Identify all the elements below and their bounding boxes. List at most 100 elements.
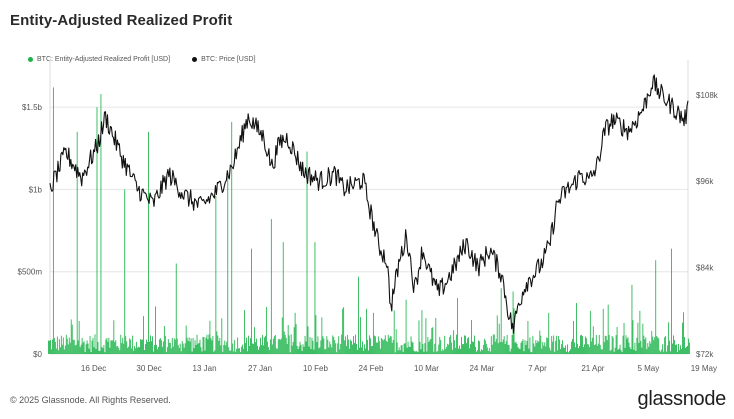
profit-bar [565, 345, 566, 354]
profit-bar [527, 321, 529, 354]
profit-bar [380, 338, 382, 354]
profit-bar [333, 336, 335, 354]
legend-item-price[interactable]: BTC: Price [USD] [192, 56, 256, 63]
profit-bar [275, 348, 277, 354]
profit-bar [234, 340, 236, 354]
profit-bar [640, 340, 642, 354]
profit-bar [479, 351, 481, 354]
profit-bar [87, 343, 89, 354]
profit-bar [588, 347, 590, 354]
profit-bar [667, 345, 669, 354]
y-right-tick-label: $84k [696, 264, 714, 273]
profit-bar [224, 340, 226, 354]
profit-bar [417, 352, 419, 354]
legend-label-price: BTC: Price [USD] [201, 56, 256, 63]
profit-bar [488, 348, 490, 354]
profit-bar [442, 349, 444, 354]
profit-bar [373, 335, 375, 354]
profit-bar [567, 344, 568, 354]
profit-bar [514, 342, 516, 354]
profit-bar [336, 352, 338, 354]
profit-bar [364, 344, 365, 354]
profit-bar [138, 346, 140, 354]
profit-bar [638, 343, 640, 354]
profit-bar [279, 339, 281, 354]
profit-bar [311, 337, 313, 354]
profit-bar [177, 345, 179, 354]
profit-bar [319, 347, 321, 354]
profit-bar [548, 312, 550, 354]
profit-bar [362, 341, 363, 354]
profit-bar [594, 344, 596, 354]
profit-bar [283, 331, 285, 354]
profit-bar [508, 345, 510, 354]
profit-bar [173, 338, 175, 354]
profit-bar [113, 320, 115, 354]
profit-bar [563, 347, 565, 354]
profit-bar [679, 350, 680, 354]
profit-bar [244, 310, 246, 354]
profit-bar [687, 345, 688, 354]
profit-bar [603, 342, 605, 354]
profit-bar [140, 339, 141, 354]
profit-bar [377, 336, 379, 354]
profit-bar [121, 342, 123, 354]
profit-bar [94, 334, 96, 354]
profit-bar [624, 347, 626, 354]
profit-bar [284, 334, 286, 354]
profit-bar [457, 298, 459, 354]
profit-bar [572, 339, 573, 354]
profit-bar [223, 344, 225, 354]
profit-bar [292, 342, 294, 354]
profit-bar [64, 345, 66, 354]
profit-bar [483, 338, 485, 354]
profit-bar [649, 341, 651, 354]
profit-bar [510, 348, 512, 354]
profit-bar [82, 342, 84, 354]
profit-bar [206, 334, 208, 354]
profit-bar [415, 350, 417, 354]
profit-bar [583, 344, 585, 354]
profit-bar [419, 341, 421, 354]
profit-bar [391, 342, 393, 354]
profit-bar [159, 338, 161, 354]
profit-bar [321, 317, 323, 354]
profit-bar [392, 339, 394, 354]
profit-bar [302, 344, 304, 354]
profit-bar [379, 348, 381, 354]
profit-bar [357, 349, 358, 354]
profit-bar [158, 339, 160, 354]
profit-bar [383, 339, 385, 354]
profit-bar [416, 351, 418, 354]
profit-bar [538, 341, 540, 354]
profit-bar [67, 344, 69, 354]
legend-item-profit[interactable]: BTC: Entity-Adjusted Realized Profit [US… [28, 56, 170, 63]
profit-bar [421, 310, 423, 354]
profit-bar [381, 339, 383, 354]
profit-bar [647, 343, 649, 354]
profit-bar [420, 349, 422, 354]
profit-bar [633, 349, 635, 354]
profit-bar [615, 335, 617, 354]
profit-bar [410, 336, 412, 354]
profit-bar [332, 335, 334, 354]
profit-bar [662, 344, 664, 354]
profit-bar [515, 341, 517, 354]
legend-dot-price [192, 57, 198, 62]
profit-bar [152, 336, 153, 354]
profit-bar [135, 348, 137, 354]
profit-bar [641, 347, 643, 354]
profit-bar [341, 334, 343, 354]
profit-bar [227, 176, 229, 354]
profit-bar [327, 339, 329, 354]
profit-bar [209, 320, 211, 354]
profit-bar [216, 331, 218, 354]
profit-bar [387, 334, 389, 354]
profit-bar [540, 335, 542, 354]
profit-bar [306, 151, 308, 354]
profit-bar [636, 337, 638, 354]
profit-bar [587, 344, 589, 354]
profit-bar [551, 336, 553, 354]
profit-bar [69, 342, 71, 354]
profit-bar [109, 347, 111, 354]
